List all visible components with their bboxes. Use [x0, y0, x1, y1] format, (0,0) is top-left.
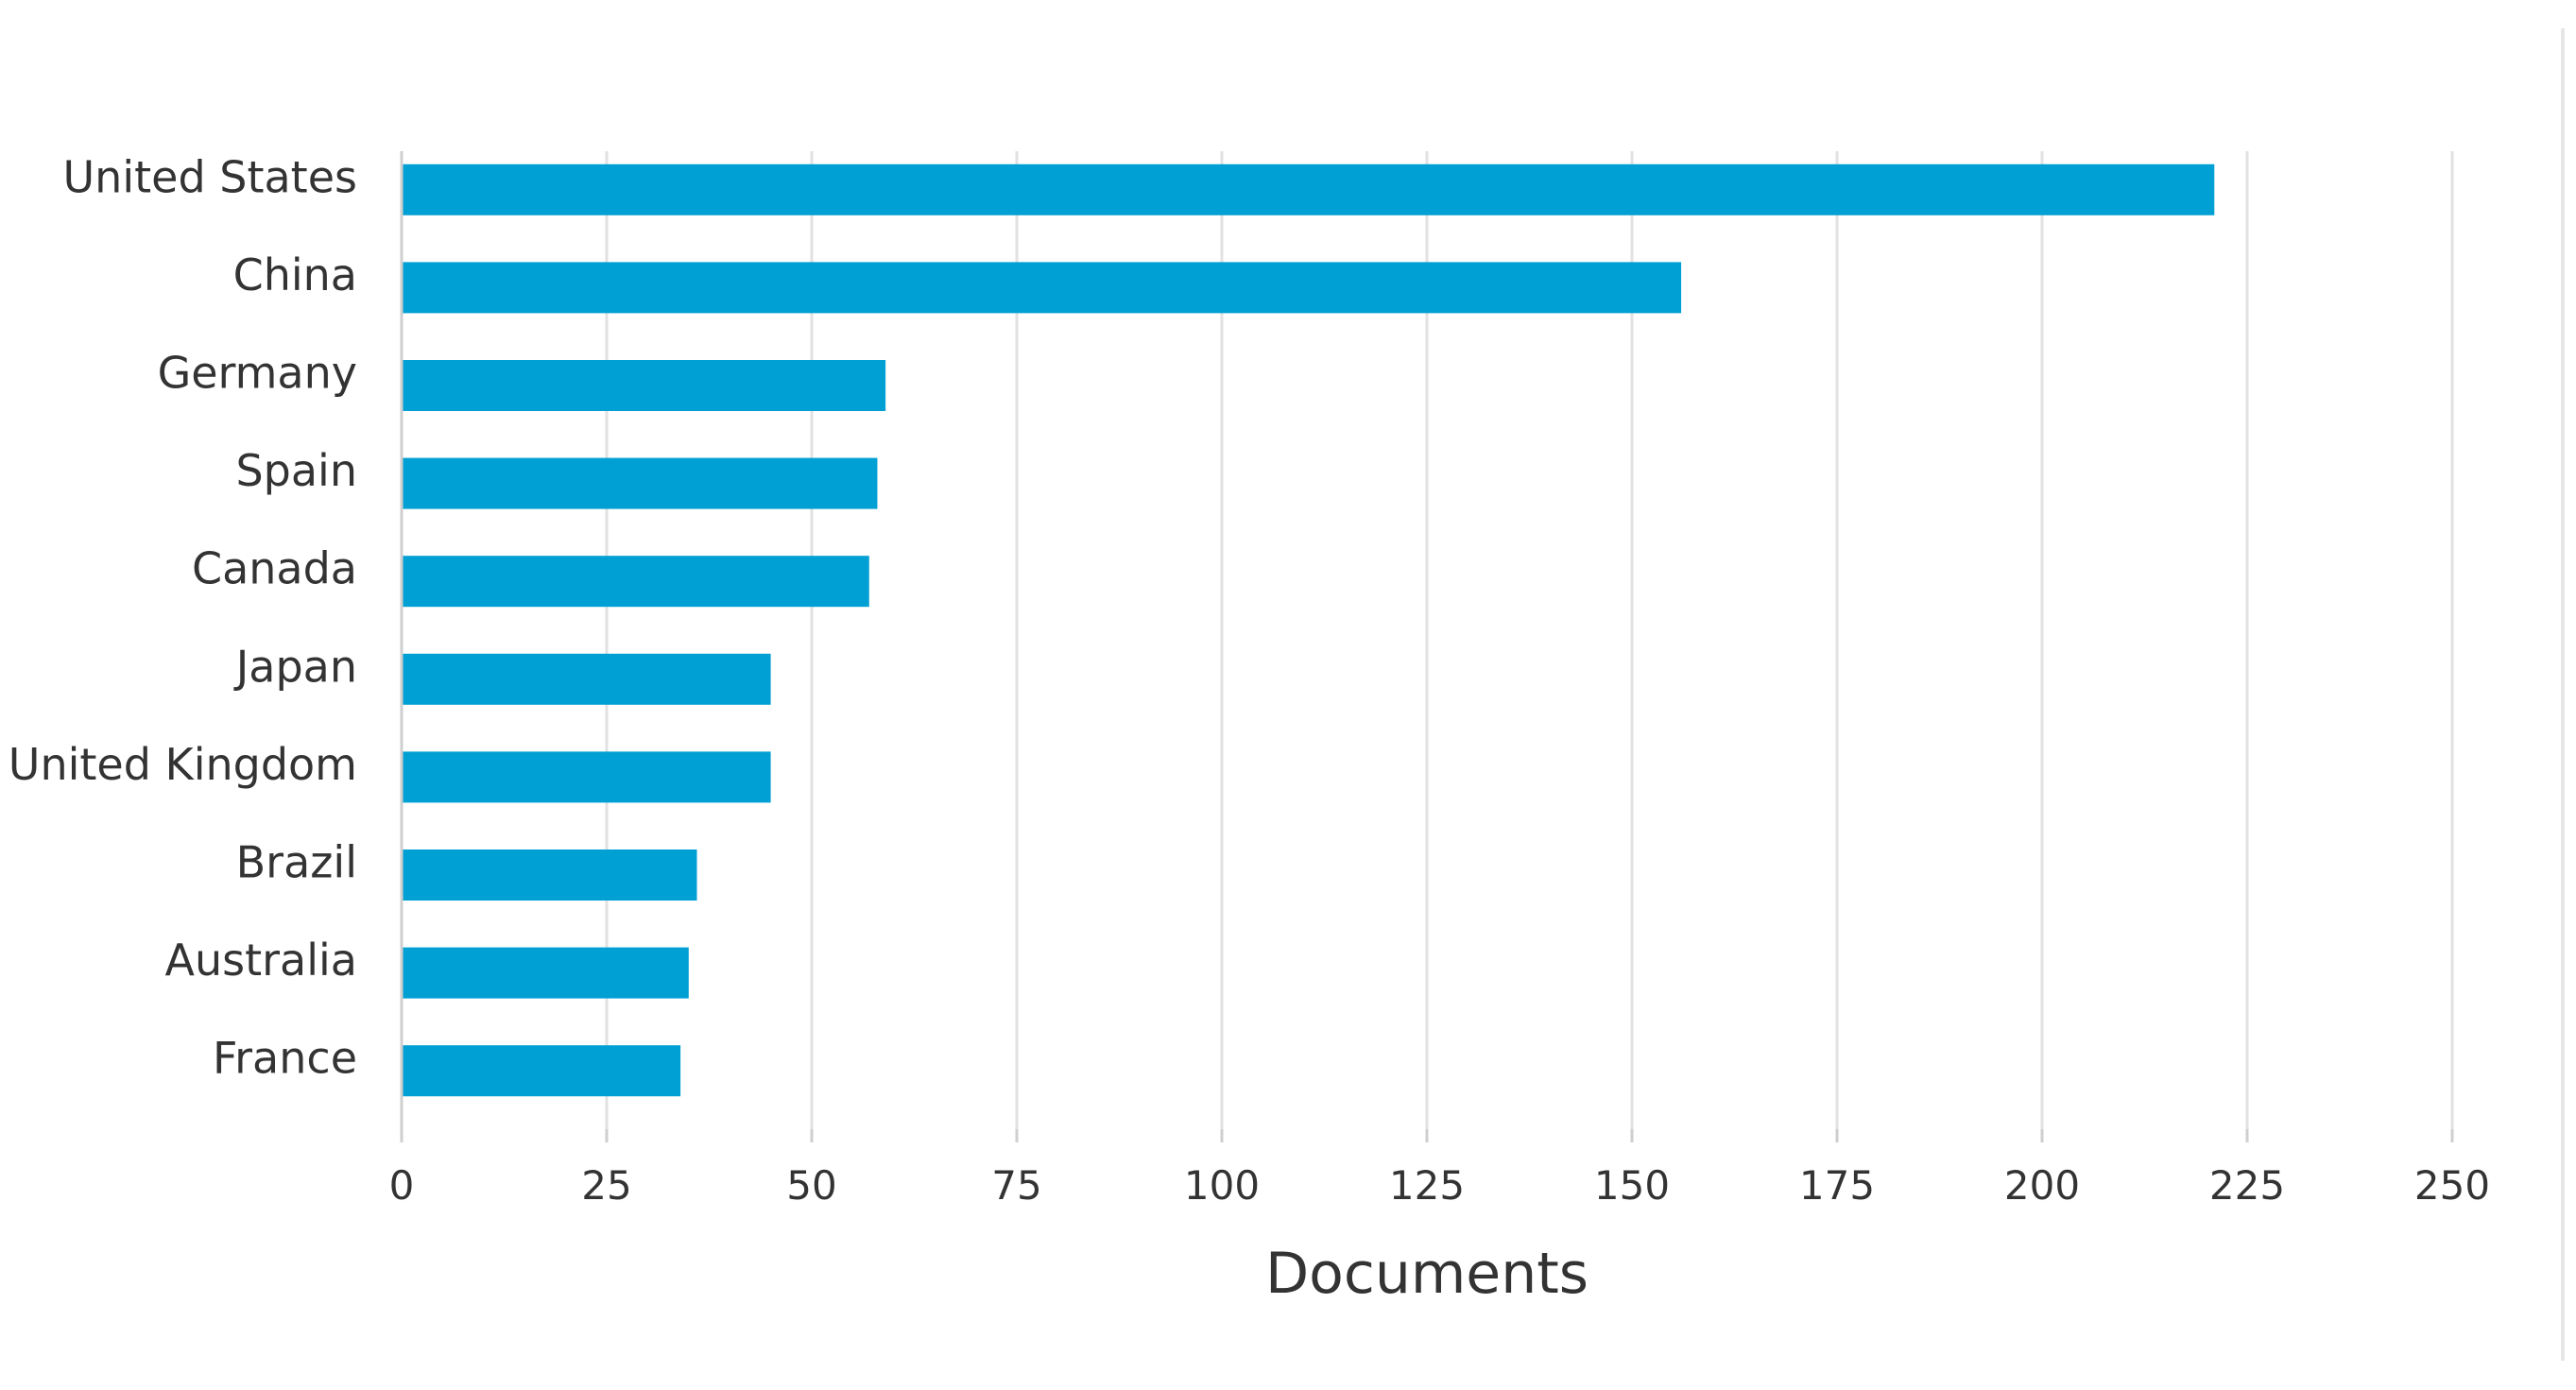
category-label: China [233, 249, 357, 300]
x-axis-title: Documents [1265, 1241, 1589, 1307]
bar [402, 653, 771, 705]
x-axis: 0 25 50 75 100 125 150 175 200 225 250 [389, 151, 2490, 1209]
bar [402, 751, 771, 803]
category-label: United States [63, 151, 358, 202]
bar [402, 556, 869, 608]
x-tick-label: 0 [389, 1162, 415, 1209]
x-tick-label: 175 [1799, 1162, 1875, 1209]
x-tick-label: 125 [1389, 1162, 1465, 1209]
bar [402, 360, 886, 411]
category-label: Australia [165, 935, 357, 986]
bars [402, 163, 2215, 1097]
category-label: Canada [192, 543, 357, 594]
x-tick-label: 75 [991, 1162, 1041, 1209]
x-tick-label: 100 [1184, 1162, 1260, 1209]
bar [402, 849, 697, 901]
category-label: Spain [235, 445, 357, 496]
bar [402, 163, 2215, 215]
category-labels: United States China Germany Spain Canada Japa… [9, 151, 357, 1083]
x-tick-label: 25 [581, 1162, 631, 1209]
bar [402, 262, 1682, 314]
category-label: United Kingdom [9, 739, 357, 790]
x-tick-label: 225 [2209, 1162, 2285, 1209]
category-label: Japan [233, 641, 357, 692]
bar [402, 457, 878, 509]
category-label: Germany [158, 348, 357, 399]
x-tick-label: 250 [2414, 1162, 2490, 1209]
gridlines [605, 151, 2454, 1129]
category-label: Brazil [236, 837, 357, 888]
x-tick-label: 50 [786, 1162, 836, 1209]
x-tick-label: 200 [2004, 1162, 2080, 1209]
x-tick-label: 150 [1594, 1162, 1670, 1209]
category-label: France [213, 1033, 357, 1084]
bar [402, 1045, 681, 1097]
bar [402, 947, 689, 999]
